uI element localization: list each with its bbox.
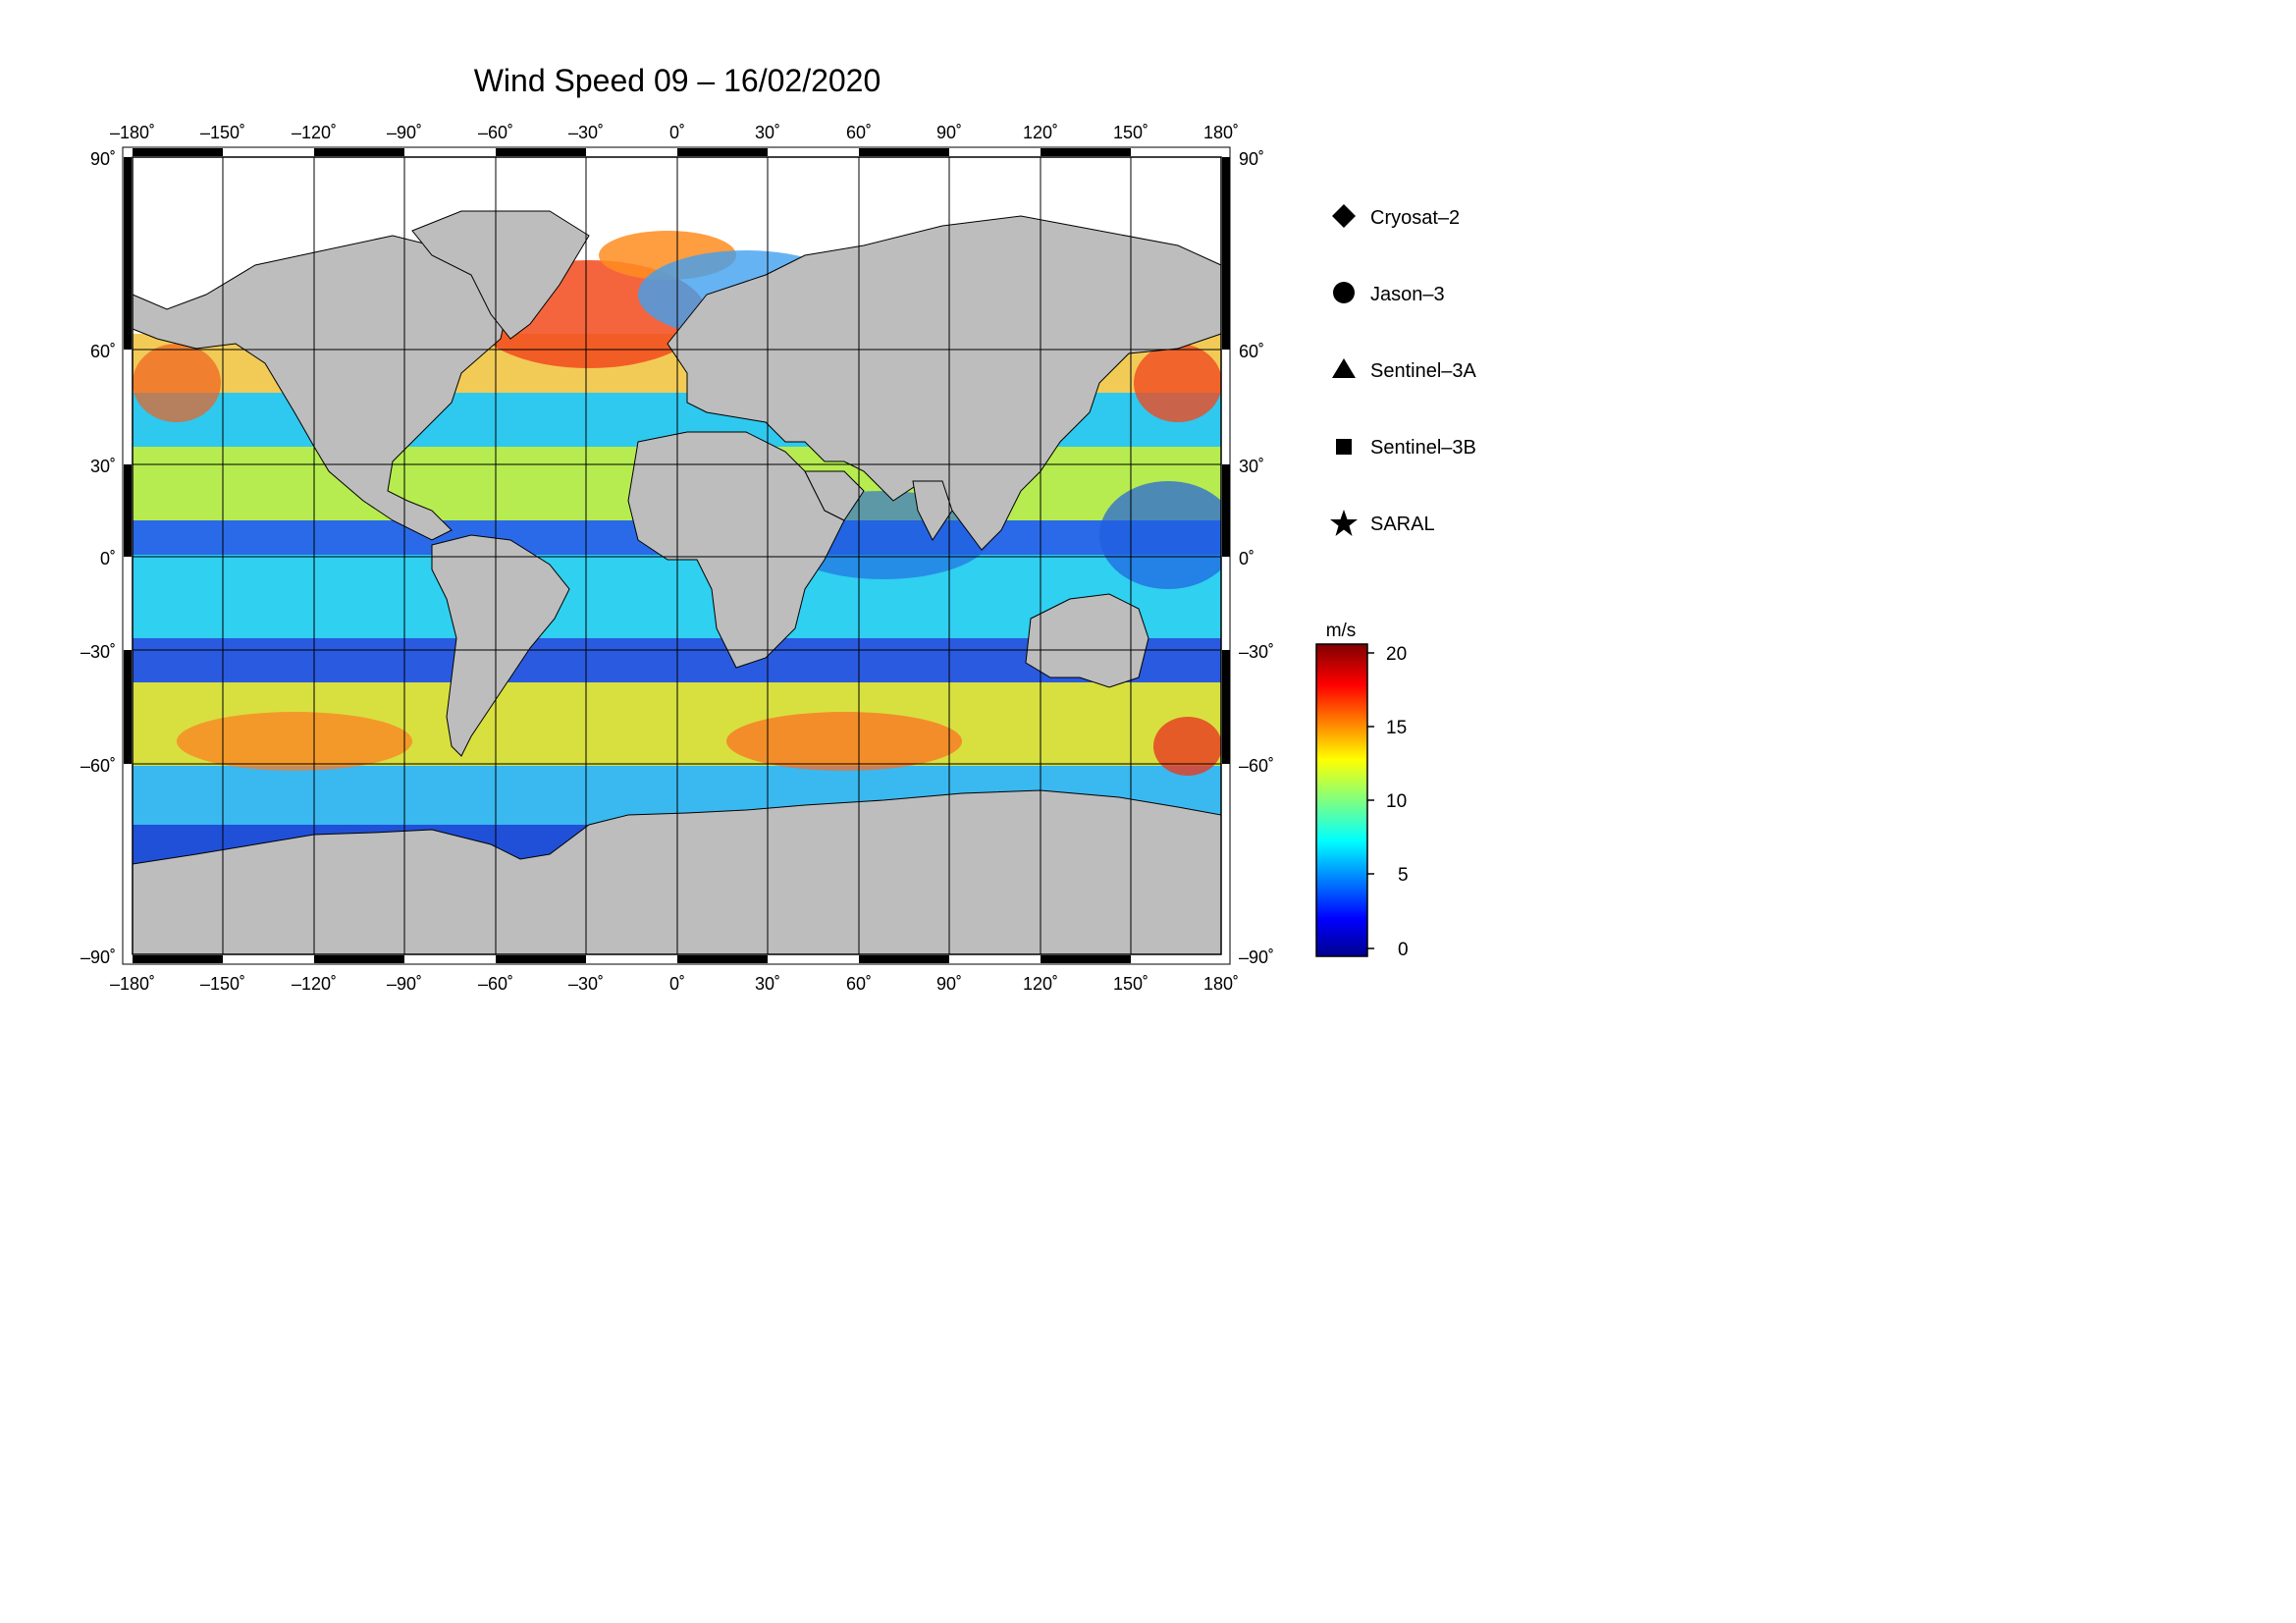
lat-label: –90˚	[1239, 947, 1274, 967]
lat-label: –30˚	[1239, 642, 1274, 662]
lon-label: 90˚	[936, 123, 962, 142]
triangle-icon	[1332, 358, 1356, 378]
legend-item-jason-3: Jason–3	[1333, 282, 1445, 305]
lon-label: –60˚	[478, 974, 513, 994]
lon-label: 120˚	[1023, 974, 1058, 994]
lon-label: 90˚	[936, 974, 962, 994]
legend-item-cryosat-2: Cryosat–2	[1332, 204, 1460, 229]
graticule	[133, 157, 1221, 954]
legend-label: Sentinel–3A	[1370, 360, 1477, 382]
square-icon	[1336, 439, 1352, 455]
land-arabia-india	[804, 470, 953, 541]
map-panel	[122, 146, 1231, 965]
land-greenland	[411, 210, 590, 340]
lon-label: –120˚	[292, 974, 337, 994]
lat-label: 30˚	[90, 457, 116, 476]
lat-label: –60˚	[1239, 756, 1274, 776]
colorbar-tick-label: 20	[1386, 644, 1407, 665]
colorbar-tick-label: 0	[1398, 940, 1409, 960]
lat-label: 60˚	[1239, 342, 1264, 361]
lat-label: 0˚	[100, 549, 116, 568]
lon-label: 60˚	[846, 974, 872, 994]
land-africa	[627, 431, 845, 669]
lon-label: 120˚	[1023, 123, 1058, 142]
lon-labels-bottom: –180˚ –150˚ –120˚ –90˚ –60˚ –30˚ 0˚ 30˚ …	[110, 974, 1239, 994]
lon-label: –90˚	[387, 974, 422, 994]
lon-label: –30˚	[568, 123, 604, 142]
lat-label: 0˚	[1239, 549, 1255, 568]
wind-speed-map: Wind Speed 09 – 16/02/2020	[80, 63, 1477, 994]
lat-label: –30˚	[80, 642, 116, 662]
lon-label: –120˚	[292, 123, 337, 142]
map-frame	[122, 146, 1231, 965]
lat-label: –60˚	[80, 756, 116, 776]
lon-label: –90˚	[387, 123, 422, 142]
lon-label: 30˚	[755, 974, 780, 994]
legend-label: SARAL	[1370, 514, 1435, 535]
lon-label: –30˚	[568, 974, 604, 994]
land-australia	[1025, 593, 1149, 688]
lon-label: 0˚	[669, 123, 685, 142]
lat-labels-left: 90˚ 60˚ 30˚ 0˚ –30˚ –60˚ –90˚	[80, 149, 116, 967]
colorbar: m/s 20 15 10 5 0	[1315, 621, 1409, 960]
lat-label: 30˚	[1239, 457, 1264, 476]
legend-item-saral: SARAL	[1330, 510, 1435, 536]
colorbar-ticks	[1367, 652, 1374, 949]
lon-label: –180˚	[110, 974, 155, 994]
legend-item-sentinel-3a: Sentinel–3A	[1332, 358, 1477, 382]
colorbar-unit: m/s	[1326, 621, 1357, 641]
circle-icon	[1333, 282, 1355, 303]
lon-label: 150˚	[1113, 123, 1148, 142]
colorbar-tick-label: 5	[1398, 865, 1409, 886]
colorbar-gradient	[1315, 643, 1368, 957]
satellite-legend: Cryosat–2 Jason–3 Sentinel–3A Sentinel–3…	[1330, 204, 1477, 536]
legend-label: Cryosat–2	[1370, 207, 1460, 229]
lon-label: 60˚	[846, 123, 872, 142]
lon-label: 180˚	[1203, 974, 1239, 994]
lon-label: 30˚	[755, 123, 780, 142]
lat-label: 60˚	[90, 342, 116, 361]
lat-labels-right: 90˚ 60˚ 30˚ 0˚ –30˚ –60˚ –90˚	[1239, 149, 1274, 967]
legend-label: Sentinel–3B	[1370, 437, 1476, 459]
diamond-icon	[1332, 204, 1356, 228]
lon-label: 0˚	[669, 974, 685, 994]
lon-label: –180˚	[110, 123, 155, 142]
land-north-america	[132, 235, 511, 541]
lon-label: 150˚	[1113, 974, 1148, 994]
lat-label: 90˚	[1239, 149, 1264, 169]
legend-label: Jason–3	[1370, 284, 1445, 305]
legend-item-sentinel-3b: Sentinel–3B	[1336, 437, 1476, 459]
land-south-america	[431, 534, 570, 757]
lon-labels-top: –180˚ –150˚ –120˚ –90˚ –60˚ –30˚ 0˚ 30˚ …	[110, 123, 1239, 142]
lat-label: 90˚	[90, 149, 116, 169]
map-title: Wind Speed 09 – 16/02/2020	[474, 63, 881, 98]
land-eurasia	[667, 215, 1222, 551]
colorbar-tick-label: 15	[1386, 718, 1407, 738]
lon-label: –60˚	[478, 123, 513, 142]
lon-label: –150˚	[200, 123, 245, 142]
star-icon	[1330, 510, 1358, 536]
lat-label: –90˚	[80, 947, 116, 967]
colorbar-tick-label: 10	[1386, 791, 1407, 812]
lon-label: 180˚	[1203, 123, 1239, 142]
lon-label: –150˚	[200, 974, 245, 994]
